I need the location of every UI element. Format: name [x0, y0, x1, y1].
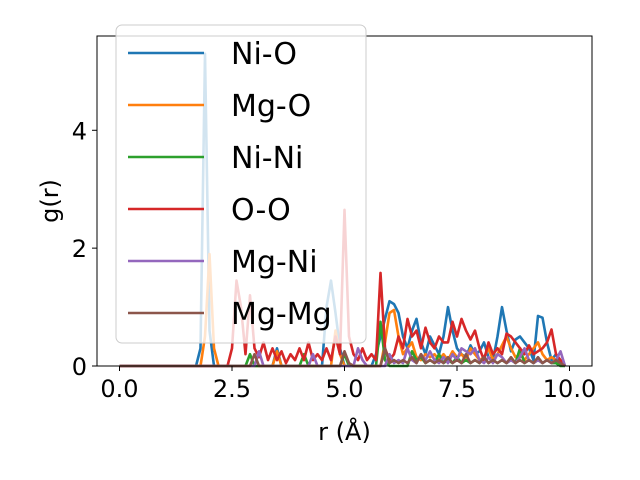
series-line-mg-mg: [119, 346, 566, 368]
x-axis-ticks: 0.0 2.5 5.0 7.5 10.0: [100, 366, 596, 403]
series-line-o-o: [119, 208, 567, 368]
legend-label-mg-ni: Mg-Ni: [231, 245, 318, 280]
x-tick-label: 2.5: [213, 375, 251, 403]
legend-label-mg-mg: Mg-Mg: [231, 297, 332, 332]
y-axis-ticks: 0 2 4: [72, 117, 97, 381]
legend-box: [115, 24, 367, 344]
legend: Ni-O Mg-O Ni-Ni O-O Mg-Ni Mg-Mg: [115, 24, 367, 344]
x-tick-label: 0.0: [100, 375, 138, 403]
y-tick-label: 0: [72, 353, 87, 381]
x-tick-label: 5.0: [325, 375, 363, 403]
legend-label-ni-ni: Ni-Ni: [231, 141, 303, 176]
x-axis-label: r (Å): [318, 417, 371, 446]
y-tick-label: 2: [72, 235, 87, 263]
legend-label-mg-o: Mg-O: [231, 89, 311, 124]
legend-label-o-o: O-O: [231, 193, 291, 228]
x-tick-label: 10.0: [543, 375, 596, 403]
y-axis-label: g(r): [36, 179, 64, 223]
y-tick-label: 4: [72, 117, 87, 145]
x-tick-label: 7.5: [438, 375, 476, 403]
legend-label-ni-o: Ni-O: [231, 37, 297, 72]
